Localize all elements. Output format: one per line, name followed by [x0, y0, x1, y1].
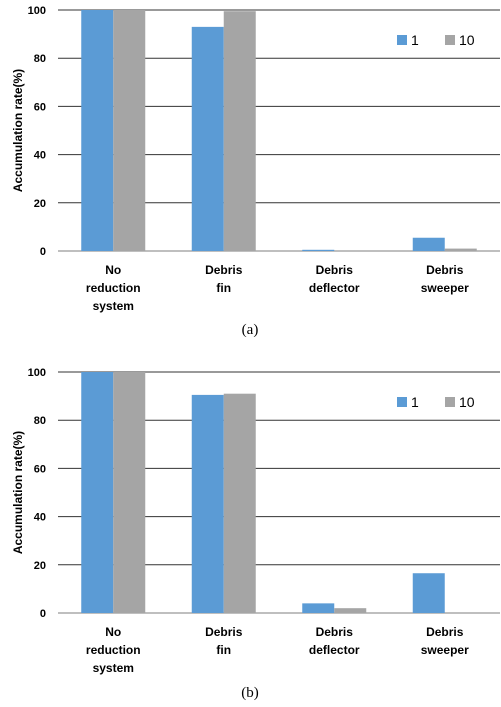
- bar-series-10-3: [334, 608, 367, 613]
- x-category-label: Debris: [205, 263, 243, 277]
- chart-panel-b: 0 20 40 60 80 100 Accumulation rate(%) No reduct…: [11, 367, 500, 701]
- y-tick-label: 20: [34, 560, 46, 572]
- y-tick-label: 40: [34, 512, 46, 524]
- bar-series-10-1: [113, 372, 146, 613]
- bar-series-10-2: [223, 11, 256, 251]
- y-axis-title: Accumulation rate(%): [11, 69, 25, 192]
- x-category-label: sweeper: [421, 643, 469, 657]
- y-tick-label: 60: [34, 463, 46, 475]
- x-category-label: Debris: [426, 263, 464, 277]
- y-tick-label: 80: [34, 415, 46, 427]
- legend-label-10: 10: [459, 32, 475, 48]
- bar-series-1-3: [302, 603, 335, 613]
- legend-label-10: 10: [459, 394, 475, 410]
- y-tick-label: 100: [28, 367, 46, 379]
- y-tick-label: 20: [34, 198, 46, 210]
- x-category-label: system: [93, 661, 134, 675]
- bar-series-10-4: [444, 248, 477, 251]
- x-category-label: No: [105, 263, 121, 277]
- bar-series-1-3: [302, 249, 335, 251]
- chart-panel-a: 0 20 40 60 80 100 Accumulation rate(%) No reduct…: [11, 5, 500, 338]
- bar-series-1-2: [191, 26, 224, 252]
- x-category-label: No: [105, 625, 121, 639]
- x-category-label: reduction: [86, 643, 141, 657]
- bar-series-1-1: [81, 372, 114, 613]
- x-category-label: sweeper: [421, 281, 469, 295]
- legend-label-1: 1: [411, 394, 419, 410]
- bar-series-1-1: [81, 10, 114, 251]
- x-category-label: fin: [216, 643, 231, 657]
- x-category-label: Debris: [426, 625, 464, 639]
- x-category-label: deflector: [309, 281, 360, 295]
- y-tick-label: 60: [34, 101, 46, 113]
- y-tick-label: 80: [34, 53, 46, 65]
- bar-series-1-4: [412, 573, 445, 613]
- y-tick-label: 40: [34, 150, 46, 162]
- bar-series-10-1: [113, 10, 146, 251]
- x-category-label: system: [93, 299, 134, 313]
- panel-caption: (b): [241, 685, 259, 701]
- y-tick-label: 0: [40, 246, 46, 258]
- legend-label-1: 1: [411, 32, 419, 48]
- y-tick-label: 100: [28, 5, 46, 17]
- bar-series-1-2: [191, 394, 224, 613]
- y-axis-title: Accumulation rate(%): [11, 431, 25, 554]
- bar-series-10-2: [223, 393, 256, 613]
- panel-caption: (a): [242, 322, 259, 338]
- legend-swatch-10: [445, 397, 455, 407]
- x-category-label: deflector: [309, 643, 360, 657]
- bar-series-1-4: [412, 237, 445, 251]
- y-tick-label: 0: [40, 608, 46, 620]
- x-category-label: Debris: [205, 625, 243, 639]
- x-category-label: fin: [216, 281, 231, 295]
- legend-swatch-10: [445, 35, 455, 45]
- x-category-label: reduction: [86, 281, 141, 295]
- x-category-label: Debris: [316, 625, 354, 639]
- legend-swatch-1: [397, 35, 407, 45]
- legend-swatch-1: [397, 397, 407, 407]
- x-category-label: Debris: [316, 263, 354, 277]
